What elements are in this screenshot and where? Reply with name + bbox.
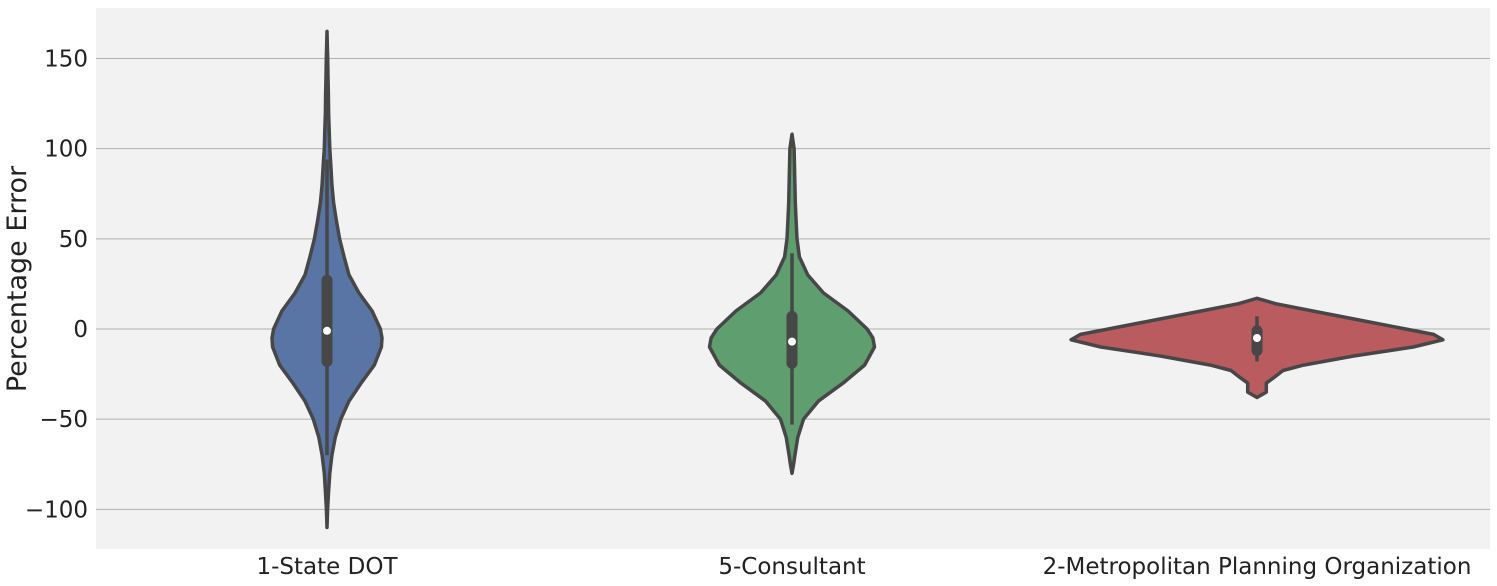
x-tick-label: 5-Consultant <box>718 554 865 580</box>
y-tick-label: −50 <box>39 407 88 433</box>
median-marker <box>1253 334 1261 343</box>
y-tick-label: −100 <box>25 497 88 523</box>
y-tick-label: 100 <box>44 137 88 163</box>
y-tick-labels: −100 −50 0 50 100 150 <box>25 46 88 523</box>
y-tick-label: 0 <box>73 317 88 343</box>
x-tick-labels: 1-State DOT 5-Consultant 2-Metropolitan Pl… <box>257 554 1472 580</box>
x-tick-label: 2-Metropolitan Planning Organization <box>1043 554 1472 580</box>
y-axis-label: Percentage Error <box>2 165 33 392</box>
median-marker <box>323 326 331 335</box>
y-tick-label: 50 <box>59 227 88 253</box>
median-marker <box>788 337 796 346</box>
violins <box>270 29 1445 530</box>
y-tick-label: 150 <box>44 46 88 72</box>
x-tick-label: 1-State DOT <box>257 554 399 580</box>
